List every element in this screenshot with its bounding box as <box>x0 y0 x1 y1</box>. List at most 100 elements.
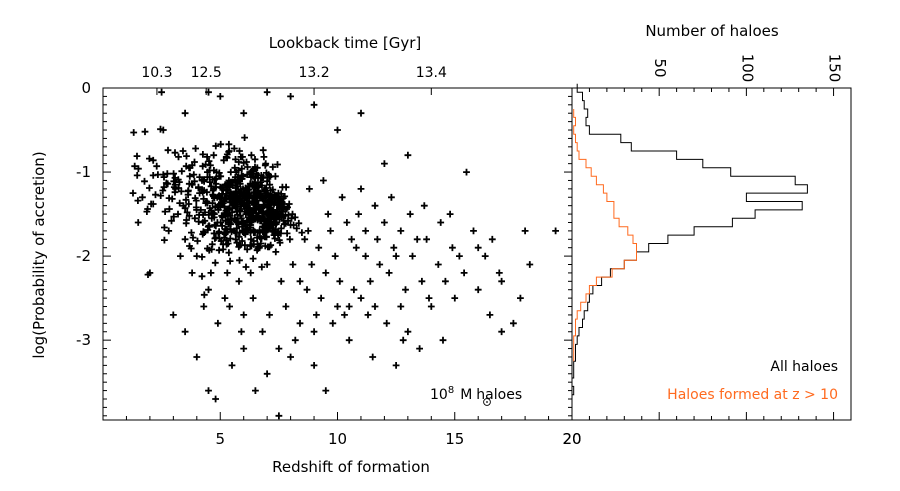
scatter-point <box>350 286 358 294</box>
scatter-point <box>164 146 172 154</box>
scatter-point <box>439 336 447 344</box>
scatter-point <box>203 188 211 196</box>
scatter-point <box>243 246 251 253</box>
scatter-point <box>327 227 334 235</box>
scatter-point <box>198 272 206 280</box>
scatter-point <box>185 212 193 220</box>
scatter-point <box>334 126 341 134</box>
scatter-point <box>369 353 377 361</box>
scatter-point <box>146 269 154 277</box>
scatter-point <box>231 164 239 172</box>
histogram-z10-haloes <box>573 109 637 362</box>
scatter-point <box>161 236 168 244</box>
scatter-point <box>239 172 247 180</box>
solar-symbol-icon <box>483 398 491 406</box>
y-tick-label: -3 <box>76 331 91 349</box>
scatter-point <box>345 336 353 344</box>
scatter-point <box>357 109 365 117</box>
x-tick-label: 5 <box>215 430 225 448</box>
scatter-point <box>320 177 327 184</box>
top-tick-label: 13.4 <box>416 65 447 81</box>
scatter-point <box>200 229 208 236</box>
scatter-point <box>239 153 246 161</box>
scatter-point <box>191 158 198 166</box>
scatter-point <box>451 294 459 302</box>
scatter-point <box>404 151 412 159</box>
scatter-point <box>259 146 267 154</box>
scatter-point <box>425 294 433 302</box>
scatter-point <box>392 362 400 369</box>
scatter-point <box>177 188 185 195</box>
scatter-point <box>498 328 505 336</box>
scatter-point <box>189 234 197 241</box>
scatter-point <box>201 209 209 216</box>
scatter-point <box>427 303 435 310</box>
scatter-point <box>199 151 207 158</box>
scatter-point <box>188 229 195 236</box>
scatter-point <box>399 336 407 344</box>
scatter-point <box>217 140 225 148</box>
scatter-point <box>169 311 177 319</box>
scatter-point <box>130 129 138 136</box>
scatter-point <box>283 230 291 237</box>
scatter-point <box>275 412 283 420</box>
scatter-point <box>324 210 332 218</box>
scatter-point <box>240 345 248 352</box>
scatter-point <box>187 245 195 252</box>
scatter-point <box>185 187 192 194</box>
scatter-point <box>259 328 266 336</box>
scatter-point <box>404 328 412 336</box>
histogram-tick-label: 100 <box>738 54 756 83</box>
scatter-point <box>244 163 251 171</box>
scatter-point <box>317 294 325 302</box>
scatter-point <box>390 244 398 252</box>
scatter-point <box>212 142 220 150</box>
scatter-point <box>200 177 208 185</box>
scatter-point <box>381 160 388 167</box>
scatter-point <box>192 145 199 152</box>
scatter-point <box>296 277 304 285</box>
histogram-axes: 50 100 150 20 <box>562 54 843 448</box>
y-tick-label: 0 <box>81 79 91 97</box>
scatter-point <box>171 149 179 157</box>
top-tick-label: 10.3 <box>141 65 172 81</box>
scatter-point <box>203 153 211 161</box>
scatter-point <box>286 235 294 243</box>
scatter-point <box>207 161 214 169</box>
scatter-point <box>153 162 161 170</box>
scatter-point <box>437 219 445 226</box>
scatter-point <box>388 193 395 201</box>
scatter-point <box>170 170 177 178</box>
mass-annotation-mass: M <box>460 387 472 403</box>
scatter-point <box>211 259 219 267</box>
scatter-point <box>188 269 196 277</box>
scatter-point <box>242 263 250 271</box>
scatter-point <box>263 370 271 378</box>
scatter-point <box>131 162 139 170</box>
scatter-point <box>442 277 449 285</box>
scatter-point <box>152 191 159 199</box>
scatter-point <box>282 303 290 310</box>
scatter-point <box>165 227 173 235</box>
scatter-point <box>409 252 416 260</box>
scatter-point <box>215 228 223 236</box>
scatter-point <box>287 93 294 100</box>
legend-haloes-z10: Haloes formed at z > 10 <box>667 387 838 403</box>
scatter-point <box>241 134 248 141</box>
scatter-point <box>285 200 293 208</box>
scatter-point <box>397 227 405 235</box>
scatter-point <box>181 328 189 336</box>
scatter-point <box>310 362 318 369</box>
scatter-point <box>211 210 218 218</box>
scatter-point <box>526 261 534 268</box>
scatter-point <box>303 286 311 294</box>
scatter-point <box>200 303 208 310</box>
scatter-point <box>178 167 186 175</box>
scatter-point <box>223 269 231 277</box>
scatter-point <box>334 303 341 310</box>
scatter-points <box>129 88 559 420</box>
scatter-point <box>402 286 409 294</box>
scatter-point <box>160 183 168 191</box>
scatter-point <box>406 210 414 218</box>
scatter-point <box>191 177 198 185</box>
